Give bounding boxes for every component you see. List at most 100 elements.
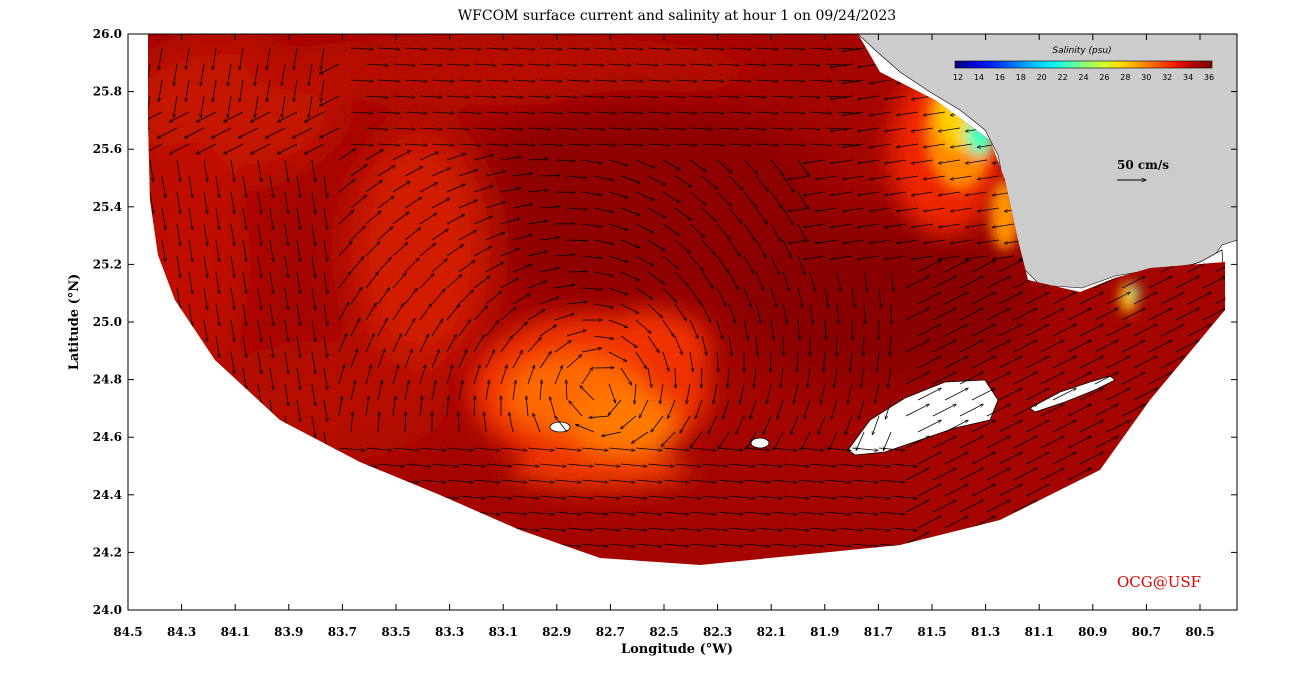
current-vector-arrow [959, 500, 983, 513]
current-vector-arrow [269, 271, 273, 294]
current-vector-arrow [242, 239, 246, 262]
current-vector-arrow [788, 175, 811, 179]
current-vector-arrow [203, 191, 207, 214]
current-vector-arrow [647, 271, 664, 284]
current-vector-arrow [365, 242, 380, 257]
current-vector-arrow [716, 511, 743, 514]
current-vector-arrow [797, 479, 824, 482]
current-vector-arrow [905, 500, 929, 513]
current-vector-arrow [845, 415, 853, 435]
x-tick-label: 81.9 [810, 625, 839, 639]
current-vector-arrow [662, 96, 685, 97]
current-vector-arrow [755, 527, 782, 530]
current-vector-arrow [311, 287, 315, 310]
current-vector-arrow [824, 479, 851, 482]
current-vector-arrow [500, 511, 527, 514]
current-vector-arrow [728, 207, 742, 223]
current-vector-arrow [917, 484, 941, 497]
current-vector-arrow [635, 255, 653, 266]
current-vector-arrow [797, 511, 824, 514]
current-vector-arrow [527, 190, 548, 193]
current-vector-arrow [404, 144, 427, 145]
current-vector-arrow [770, 191, 782, 208]
current-vector-arrow [539, 325, 557, 337]
current-vector-arrow [188, 175, 192, 198]
current-vector-arrow [392, 447, 419, 450]
current-vector-arrow [728, 175, 743, 190]
current-vector-arrow [755, 239, 766, 257]
current-vector-arrow [770, 96, 793, 97]
current-vector-arrow [777, 399, 784, 419]
colorbar-ticks: 12 14 16 18 20 22 24 26 28 30 32 34 36 [953, 73, 1214, 82]
current-vector-arrow [770, 319, 774, 340]
current-vector-arrow [458, 380, 463, 401]
current-vector-arrow [971, 260, 995, 273]
current-vector-arrow [728, 527, 755, 530]
current-vector-arrow [230, 159, 234, 182]
current-vector-arrow [770, 128, 793, 129]
current-vector-arrow [1175, 276, 1199, 289]
colorbar-tick-label: 16 [995, 73, 1005, 82]
current-vector-arrow [257, 319, 261, 342]
current-vector-arrow [620, 527, 647, 530]
current-vector-arrow [539, 268, 560, 273]
current-vector-arrow [743, 96, 766, 97]
current-vector-arrow [896, 143, 919, 147]
current-vector-arrow [419, 128, 442, 129]
current-vector-arrow [950, 239, 973, 243]
current-vector-arrow [824, 447, 851, 450]
current-vector-arrow [977, 175, 1000, 179]
current-vector-arrow [674, 527, 701, 530]
current-vector-arrow [830, 159, 853, 163]
current-vector-arrow [188, 303, 192, 326]
current-vector-arrow [500, 96, 523, 97]
current-vector-arrow [581, 511, 608, 514]
current-vector-arrow [1025, 484, 1049, 497]
current-vector-arrow [554, 255, 575, 257]
current-vector-arrow [1067, 436, 1091, 449]
current-vector-arrow [1106, 324, 1130, 337]
y-tick-label: 24.2 [93, 545, 122, 559]
current-vector-arrow [446, 96, 469, 97]
current-vector-arrow [782, 144, 805, 145]
current-vector-arrow [662, 255, 678, 269]
current-vector-arrow [157, 127, 178, 138]
current-vector-arrow [743, 543, 770, 546]
current-vector-arrow [500, 336, 513, 353]
current-vector-arrow [215, 335, 219, 358]
current-vector-arrow [365, 128, 388, 129]
current-vector-arrow [1025, 324, 1049, 337]
current-vector-arrow [255, 63, 259, 86]
current-vector-arrow [338, 303, 349, 321]
current-vector-arrow [458, 230, 477, 241]
current-vector-arrow [350, 112, 373, 113]
current-vector-arrow [842, 239, 865, 243]
current-vector-arrow [621, 415, 637, 429]
current-vector-arrow [203, 287, 207, 310]
current-vector-arrow [950, 143, 973, 147]
current-vector-arrow [830, 95, 853, 99]
current-vector-arrow [1025, 420, 1049, 433]
current-vector-arrow [639, 399, 649, 418]
current-vector-arrow [797, 128, 820, 129]
current-vector-arrow [392, 212, 409, 225]
current-vector-arrow [971, 356, 995, 369]
current-vector-arrow [797, 96, 820, 97]
current-vector-arrow [647, 144, 670, 145]
current-vector-arrow [500, 249, 520, 257]
current-vector-arrow [593, 239, 614, 244]
current-vector-arrow [512, 204, 533, 209]
current-vector-arrow [323, 207, 327, 230]
y-tick-label: 25.8 [93, 85, 122, 99]
current-vector-arrow [184, 127, 205, 138]
current-vector-arrow [675, 367, 676, 388]
current-vector-arrow [473, 276, 490, 289]
current-vector-arrow [176, 255, 180, 278]
current-vector-arrow [857, 255, 880, 259]
current-vector-arrow [950, 175, 973, 179]
current-vector-arrow [446, 365, 453, 385]
current-vector-arrow [321, 47, 325, 70]
current-vector-arrow [825, 319, 826, 340]
current-vector-arrow [213, 47, 217, 70]
